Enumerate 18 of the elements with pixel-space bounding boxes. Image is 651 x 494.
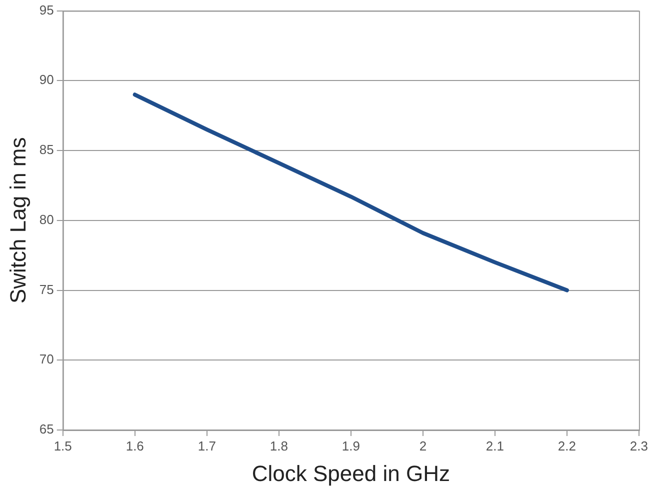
x-tick-label: 1.6 xyxy=(126,438,144,454)
y-tick-label: 80 xyxy=(39,212,54,227)
x-tick-label: 2.2 xyxy=(558,438,576,454)
y-tick-label: 75 xyxy=(39,282,54,297)
x-tick-label: 1.7 xyxy=(198,438,216,454)
y-tick-label: 85 xyxy=(39,142,54,158)
x-tick-label: 1.9 xyxy=(342,438,360,454)
x-tick-label: 2.1 xyxy=(486,438,504,454)
y-axis-title: Switch Lag in ms xyxy=(5,137,30,304)
x-tick-label: 2 xyxy=(419,438,427,454)
x-tick-label: 1.8 xyxy=(270,438,288,454)
y-tick-label: 65 xyxy=(39,422,54,437)
x-tick-label: 1.5 xyxy=(54,438,72,454)
x-axis-title: Clock Speed in GHz xyxy=(252,460,450,486)
y-tick-label: 95 xyxy=(39,2,54,18)
y-tick-label: 70 xyxy=(39,352,54,367)
x-tick-label: 2.3 xyxy=(630,438,648,454)
y-tick-label: 90 xyxy=(39,72,54,88)
